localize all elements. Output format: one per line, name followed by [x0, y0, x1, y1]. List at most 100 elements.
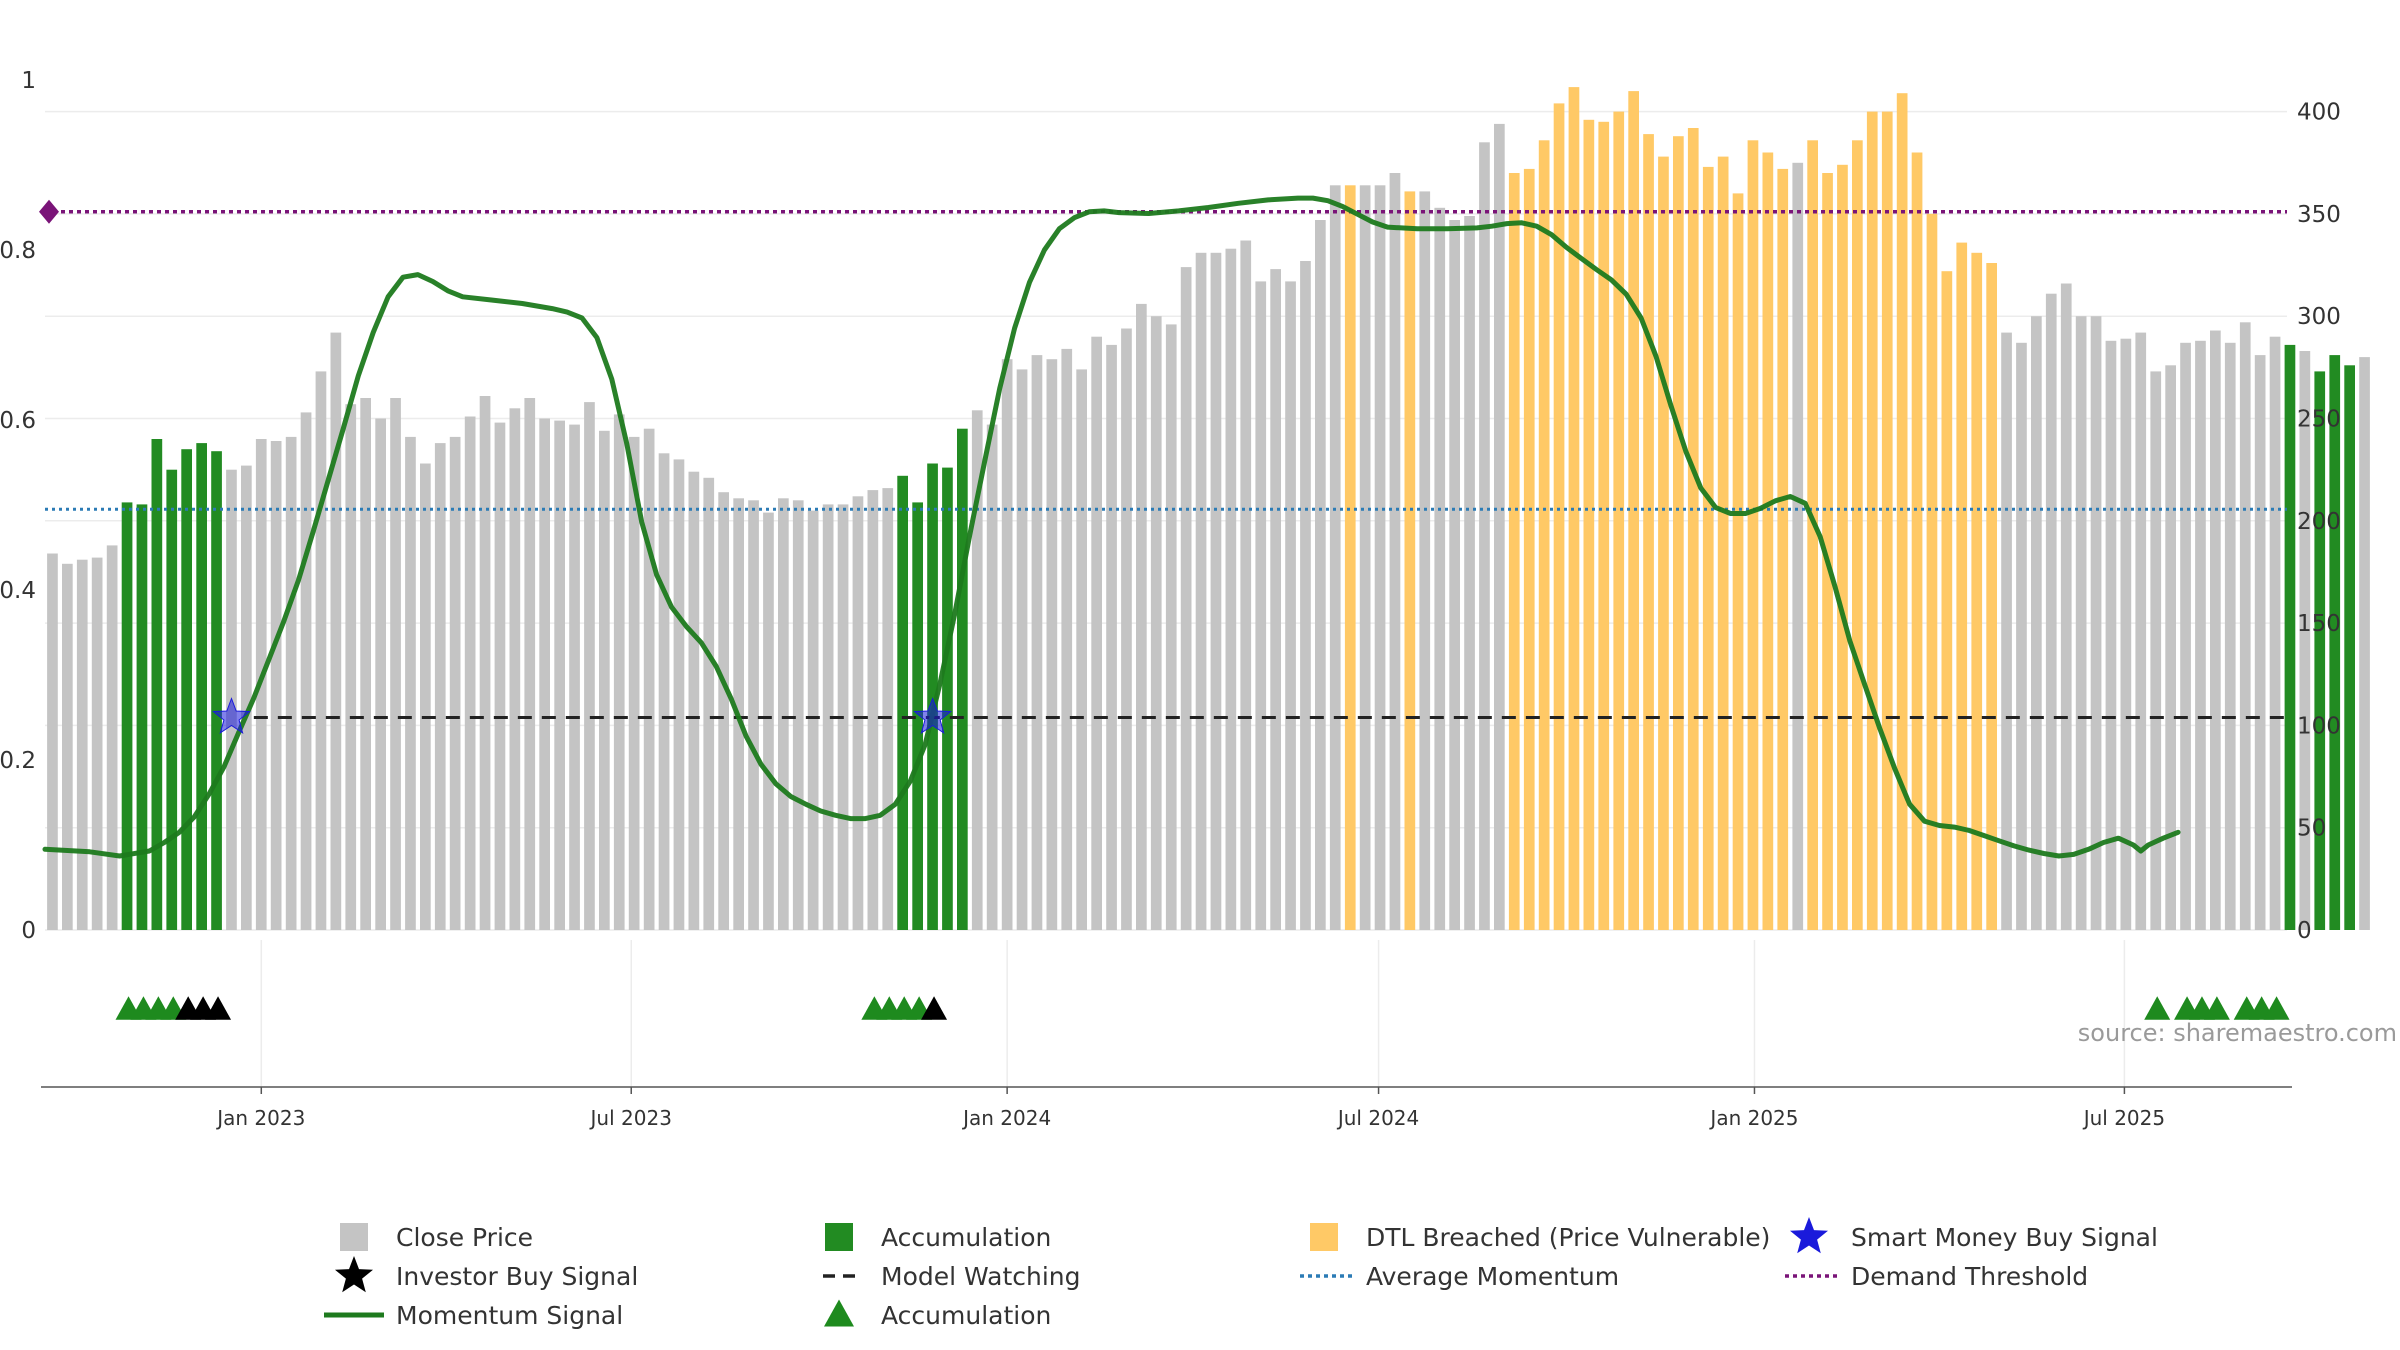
- dtl-breached-bar: [1404, 191, 1416, 930]
- close-price-bar: [554, 420, 565, 930]
- accumulation-bar: [121, 502, 133, 930]
- x-axis-tick-label: Jul 2025: [2082, 1106, 2165, 1130]
- x-axis-tick-label: Jul 2023: [589, 1106, 672, 1130]
- close-price-bar: [524, 398, 536, 930]
- close-price-bar: [1165, 324, 1177, 930]
- close-price-bar: [2120, 338, 2132, 930]
- close-price-bar: [2239, 322, 2251, 930]
- demand-threshold-marker: [39, 199, 59, 224]
- close-price-bar: [241, 465, 252, 930]
- accumulation-bar: [196, 443, 207, 930]
- close-price-bar: [2001, 332, 2012, 931]
- legend-star: [335, 1256, 373, 1293]
- dtl-breached-bar: [1852, 140, 1863, 931]
- axes: 0 0.2 0.4 0.6 0.8 1 0 50 100 150 200 250 300 350 400 Ja…: [0, 68, 2341, 1130]
- close-price-bar: [852, 496, 864, 930]
- dtl-breached-bar: [1687, 128, 1699, 930]
- close-price-bar: [62, 563, 73, 930]
- close-price-bar: [2075, 316, 2087, 930]
- close-price-bar: [569, 424, 580, 930]
- close-price-bar: [2210, 330, 2221, 930]
- close-price-bar: [1479, 142, 1490, 931]
- close-price-bar: [539, 418, 550, 930]
- close-price-bar: [658, 453, 670, 930]
- close-price-bar: [882, 488, 894, 930]
- right-axis-tick: 100: [2297, 713, 2341, 739]
- dtl-breached-bar: [1747, 140, 1759, 931]
- left-axis-tick: 1: [21, 68, 36, 94]
- close-price-bar: [1434, 207, 1446, 931]
- close-price-bar: [867, 490, 879, 930]
- dtl-breached-bar: [1732, 193, 1744, 930]
- legend-label: Investor Buy Signal: [396, 1262, 638, 1291]
- legend: Close Price Accumulation DTL Breached (Pri…: [324, 1217, 2158, 1330]
- close-price-bar: [1001, 359, 1013, 930]
- left-axis-tick: 0.4: [0, 578, 36, 604]
- accumulation-marker: [2263, 996, 2290, 1020]
- right-axis-tick: 150: [2297, 611, 2341, 637]
- close-price-bar: [434, 443, 446, 930]
- close-price-bar: [91, 557, 103, 930]
- close-price-bar: [1076, 369, 1087, 930]
- close-price-bar: [1046, 359, 1058, 930]
- dtl-breached-bar: [1941, 271, 1953, 930]
- close-price-bar: [420, 463, 431, 930]
- dtl-breached-bar: [1702, 166, 1714, 930]
- close-price-bar: [599, 430, 610, 930]
- dtl-breached-bar: [1956, 242, 1968, 931]
- close-price-bar: [1329, 185, 1341, 931]
- legend-label: Demand Threshold: [1851, 1262, 2088, 1291]
- close-price-bar: [509, 408, 521, 930]
- close-price-bar: [1315, 220, 1326, 930]
- dtl-breached-bar: [1583, 119, 1595, 931]
- close-price-bar: [2045, 293, 2057, 930]
- close-price-bar: [2016, 342, 2027, 930]
- dtl-breached-bar: [1508, 173, 1520, 930]
- dtl-breached-bar: [1911, 152, 1923, 930]
- close-price-bar: [1359, 185, 1371, 931]
- x-axis-tick-label: Jan 2023: [215, 1106, 305, 1130]
- close-price-bar: [330, 332, 342, 931]
- dtl-breached-bar: [1523, 168, 1535, 930]
- close-price-bar: [2299, 351, 2311, 930]
- close-price-bar: [2254, 355, 2266, 931]
- accumulation-bar: [927, 463, 938, 930]
- accumulation-bar: [166, 469, 178, 930]
- close-price-bar: [345, 404, 357, 930]
- signal-lines: [39, 195, 2287, 859]
- x-axis-tick-label: Jan 2024: [961, 1106, 1051, 1130]
- x-axis-tick-label: Jul 2024: [1336, 1106, 1419, 1130]
- legend-label: Momentum Signal: [396, 1301, 623, 1330]
- source-label: source: sharemaestro.com: [2078, 1019, 2397, 1047]
- legend-triangle: [824, 1299, 854, 1327]
- dtl-breached-bar: [1926, 213, 1938, 930]
- dtl-breached-bar: [1822, 173, 1833, 930]
- accumulation-bar: [2329, 355, 2341, 931]
- legend-label: Close Price: [396, 1223, 533, 1252]
- close-price-bar: [971, 410, 983, 930]
- close-price-bar: [1285, 281, 1296, 930]
- close-price-bar: [1031, 355, 1043, 931]
- left-axis-tick: 0.8: [0, 238, 36, 264]
- close-price-bar: [778, 498, 789, 930]
- accumulation-bar: [181, 449, 192, 930]
- dtl-breached-bar: [1717, 156, 1729, 931]
- dtl-breached-bar: [1881, 111, 1893, 931]
- dtl-breached-bar: [1628, 91, 1639, 931]
- legend-item-demand_threshold: Demand Threshold: [1785, 1262, 2088, 1291]
- close-price-bar: [285, 436, 297, 930]
- right-axis-tick: 350: [2297, 202, 2341, 228]
- close-price-bar: [2359, 357, 2370, 931]
- accumulation-marker: [2144, 996, 2171, 1020]
- close-price-bar: [643, 428, 655, 930]
- close-price-bar: [2105, 340, 2117, 930]
- close-price-bar: [1136, 303, 1147, 930]
- dtl-breached-bar: [1971, 252, 1983, 931]
- close-price-bar: [360, 398, 371, 930]
- right-axis-tick: 0: [2297, 918, 2312, 944]
- close-price-bar: [2165, 365, 2176, 930]
- dtl-breached-bar: [1658, 156, 1669, 931]
- close-price-bar: [2195, 340, 2206, 930]
- close-price-bar: [106, 545, 118, 930]
- x-axis-tick-label: Jan 2025: [1708, 1106, 1798, 1130]
